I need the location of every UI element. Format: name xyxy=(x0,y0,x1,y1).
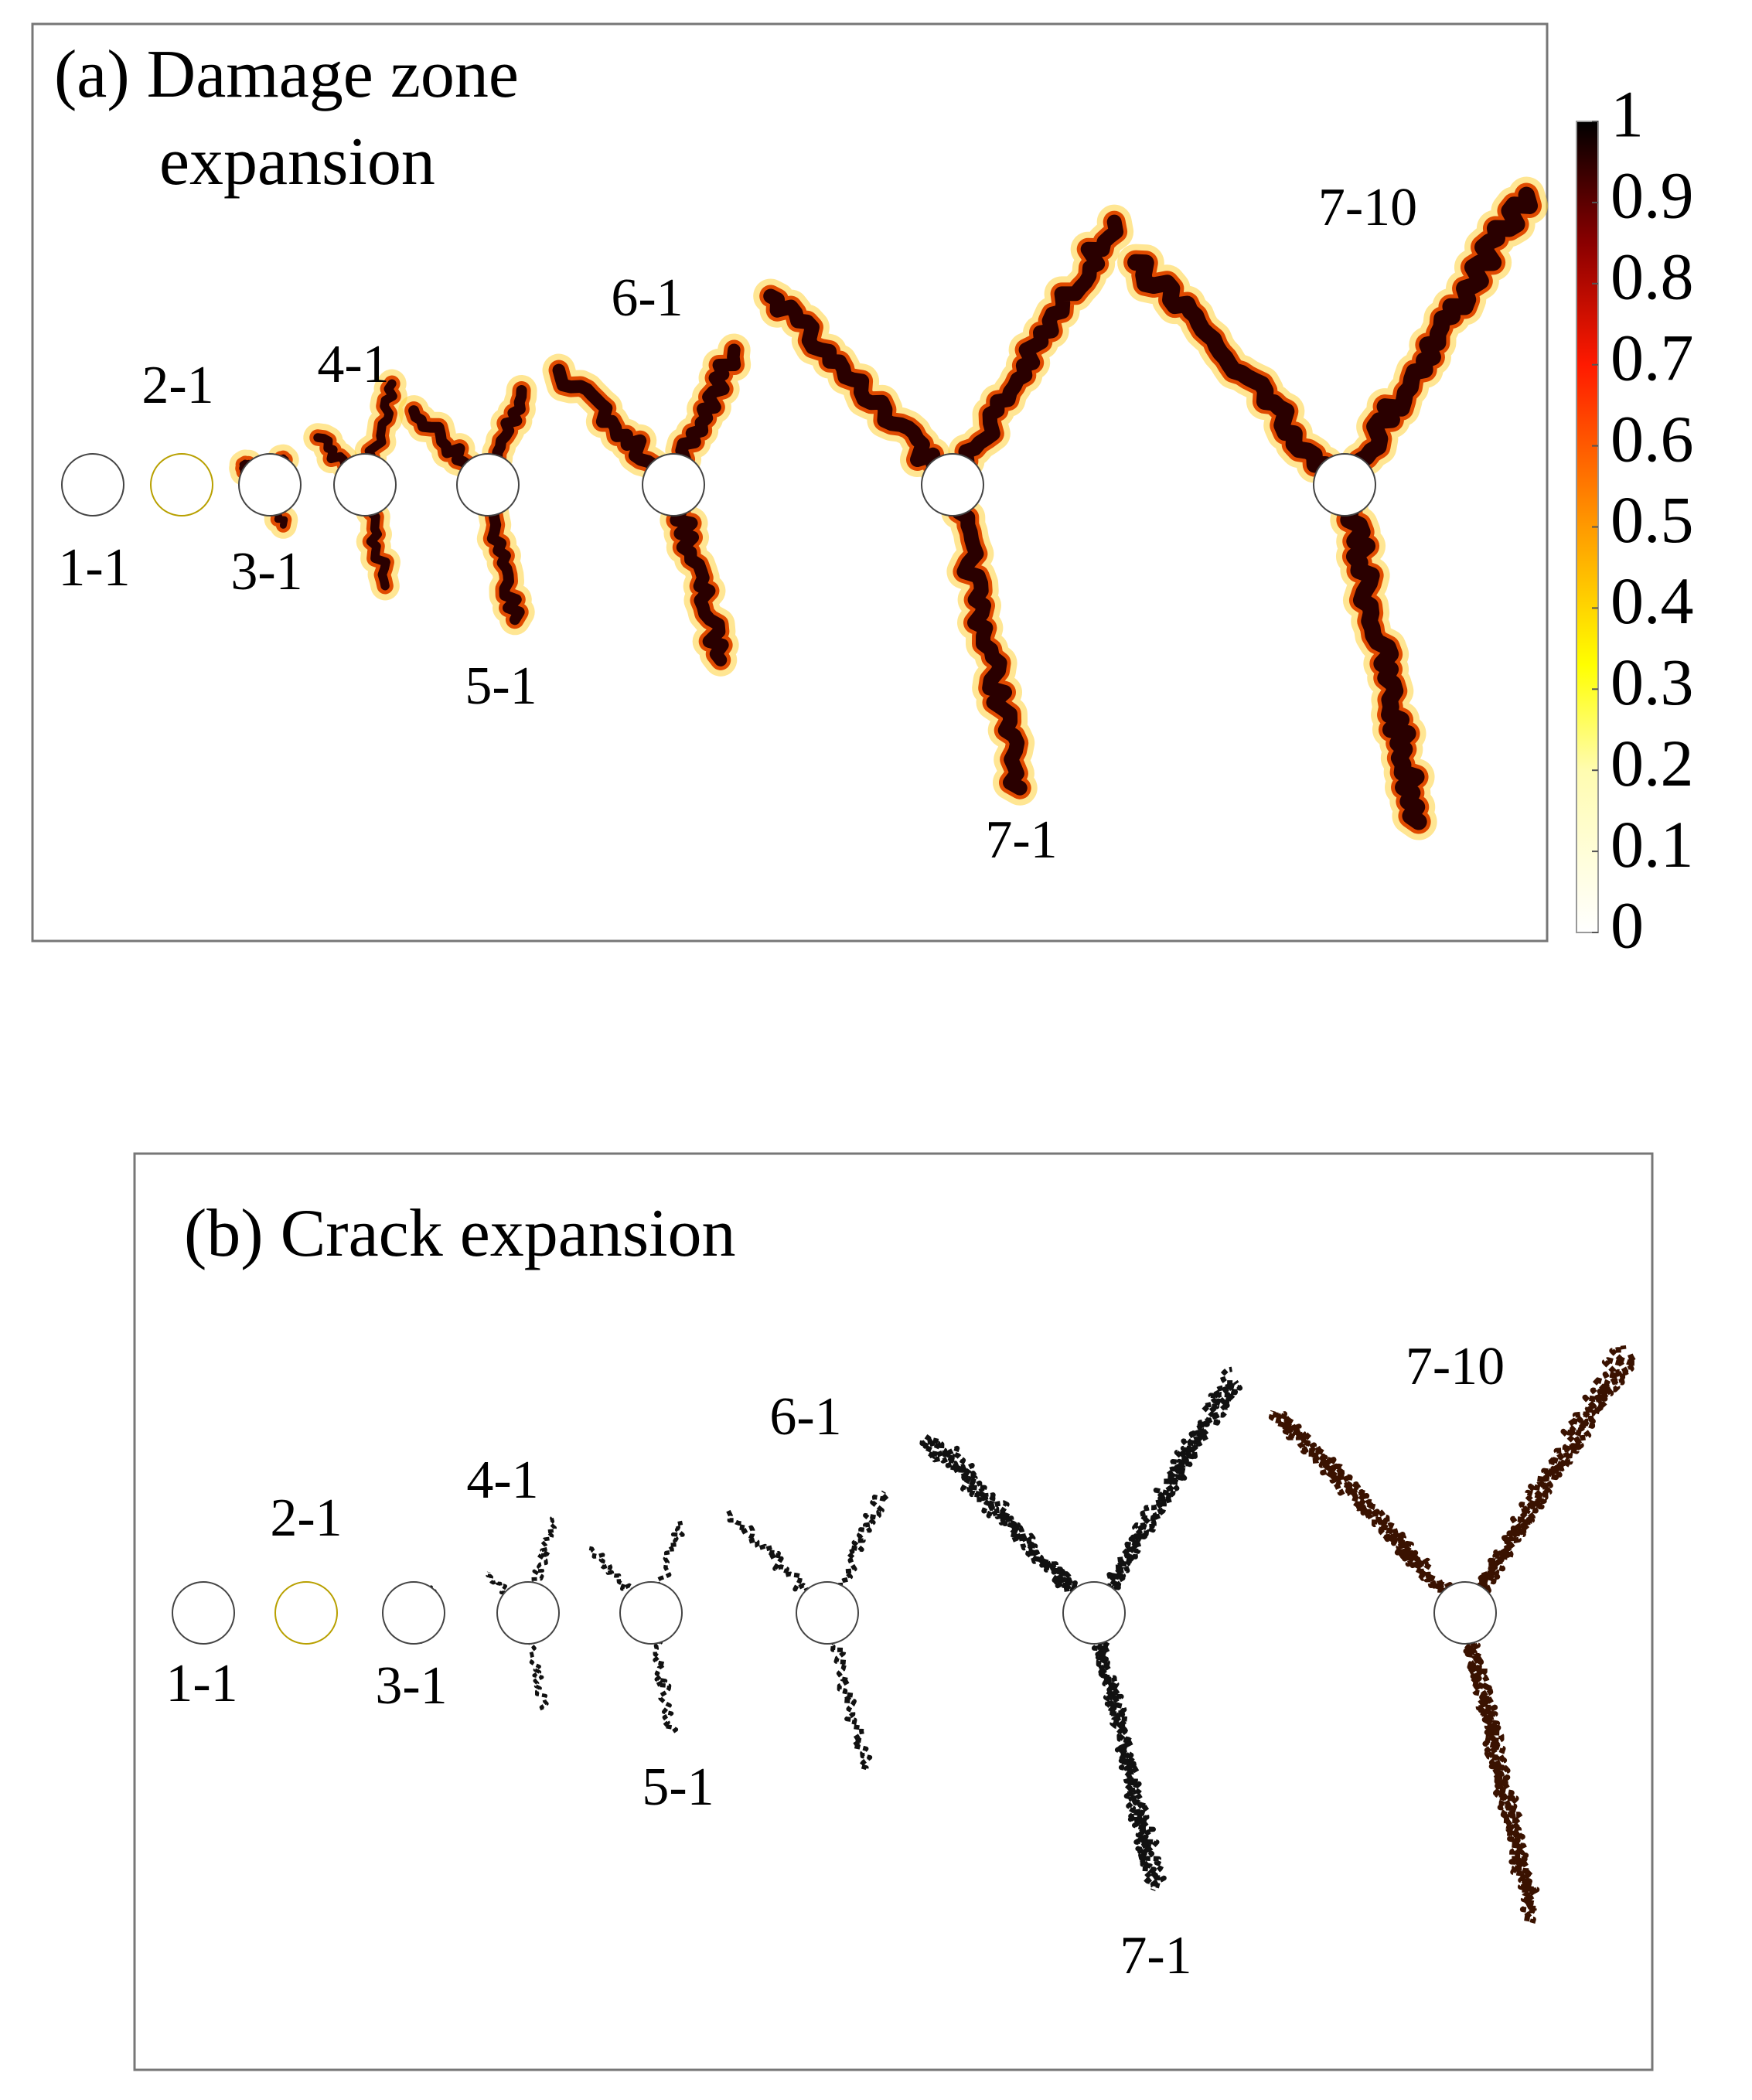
colorbar-tick-label: 0.8 xyxy=(1611,240,1694,314)
crack xyxy=(486,1571,512,1595)
borehole xyxy=(1313,453,1376,516)
panel-a-damage: 1-1 2-1 3-1 4-1 5-1 6-1 7-1 7-10 xyxy=(58,176,1549,870)
stage-label: 7-1 xyxy=(985,810,1057,870)
stage-label: 5-1 xyxy=(642,1757,714,1817)
crack xyxy=(529,1514,557,1587)
crack xyxy=(1095,1637,1158,1888)
panel-a-title: (a) Damage zone xyxy=(54,37,519,112)
borehole xyxy=(619,1581,683,1645)
damage-core xyxy=(1127,254,1334,473)
borehole xyxy=(333,453,397,516)
crack xyxy=(828,1638,873,1771)
colorbar-tick-label: 0.9 xyxy=(1611,159,1694,233)
borehole xyxy=(456,453,520,516)
crack xyxy=(1475,1353,1635,1593)
borehole xyxy=(1062,1581,1126,1645)
colorbar-tick-label: 0.4 xyxy=(1611,564,1694,638)
borehole xyxy=(796,1581,859,1645)
borehole xyxy=(274,1581,338,1645)
stage-label: 6-1 xyxy=(769,1387,841,1447)
stage-label: 3-1 xyxy=(230,542,302,602)
borehole xyxy=(382,1581,445,1645)
damage-core xyxy=(958,214,1124,469)
damage-core xyxy=(552,363,660,472)
damage-core xyxy=(486,506,525,626)
stage-label: 1-1 xyxy=(58,538,130,598)
stage-label: 2-1 xyxy=(141,356,213,415)
stage-label: 1-1 xyxy=(165,1654,237,1713)
panel-b-frame xyxy=(133,1152,1654,2071)
colorbar-tick-label: 0.6 xyxy=(1611,401,1694,476)
crack xyxy=(656,1520,685,1588)
stage-label: 4-1 xyxy=(317,335,389,394)
crack xyxy=(919,1437,1078,1595)
crack xyxy=(1282,1416,1453,1594)
stage-label: 6-1 xyxy=(611,268,683,328)
colorbar-tick-label: 0 xyxy=(1611,888,1644,963)
colorbar-tick-label: 0.5 xyxy=(1611,482,1694,557)
borehole xyxy=(1433,1581,1497,1645)
crack xyxy=(588,1546,636,1594)
colorbar-tick-label: 1 xyxy=(1611,77,1644,152)
damage-core xyxy=(670,505,729,666)
borehole xyxy=(496,1581,560,1645)
borehole xyxy=(238,453,302,516)
crack xyxy=(1462,1638,1538,1924)
damage-core xyxy=(763,288,941,472)
stage-label: 7-10 xyxy=(1406,1337,1505,1396)
crack xyxy=(528,1638,549,1711)
colorbar-tick-label: 0.1 xyxy=(1611,807,1694,881)
damage-core xyxy=(408,405,474,471)
stage-label: 4-1 xyxy=(466,1451,538,1510)
borehole xyxy=(172,1581,235,1645)
colorbar-tick-label: 0.3 xyxy=(1611,645,1694,719)
crack xyxy=(1096,1638,1167,1889)
panel-b-cracks: 1-1 2-1 3-1 4-1 5-1 6-1 7-1 7-10 xyxy=(165,1337,1638,1986)
colorbar-tick-label: 0.2 xyxy=(1611,726,1694,800)
damage-core xyxy=(492,385,527,465)
crack xyxy=(1107,1366,1232,1592)
damage-core xyxy=(951,504,1028,796)
damage-core xyxy=(366,507,390,591)
stage-label: 2-1 xyxy=(270,1488,342,1548)
crack xyxy=(653,1638,679,1735)
colorbar-ticks: 00.10.20.30.40.50.60.70.80.91 xyxy=(1592,77,1694,963)
damage-core xyxy=(1340,503,1427,830)
crack xyxy=(1268,1410,1449,1593)
crack xyxy=(1106,1379,1243,1590)
crack xyxy=(932,1434,1081,1594)
colorbar-tick-label: 0.7 xyxy=(1611,320,1694,394)
crack xyxy=(725,1509,810,1594)
damage-core xyxy=(675,343,741,466)
borehole xyxy=(150,453,213,516)
stage-label: 7-10 xyxy=(1318,178,1417,237)
stage-label: 7-1 xyxy=(1120,1926,1191,1986)
panel-b-title: (b) Crack expansion xyxy=(184,1196,736,1271)
stage-label: 3-1 xyxy=(375,1656,447,1716)
damage-core xyxy=(364,379,397,462)
borehole xyxy=(61,453,124,516)
stage-label: 5-1 xyxy=(465,656,537,716)
crack xyxy=(837,1490,890,1589)
damage-core xyxy=(313,433,350,470)
damage-core xyxy=(1351,186,1539,470)
borehole xyxy=(642,453,705,516)
borehole xyxy=(921,453,984,516)
crack xyxy=(1464,1638,1540,1911)
panel-a-title: expansion xyxy=(159,124,435,199)
